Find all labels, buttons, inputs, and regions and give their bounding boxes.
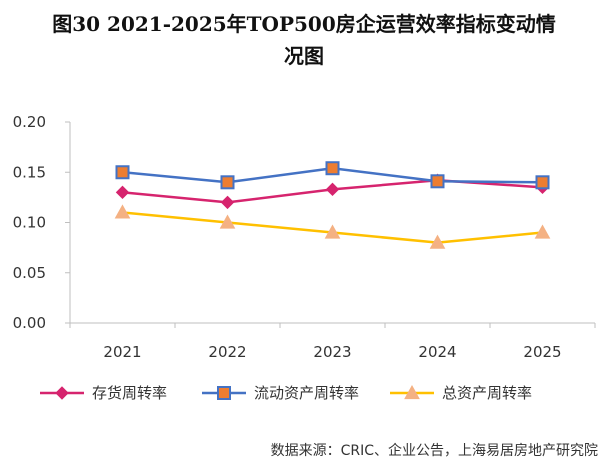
legend-label-1: 存货周转率 [92, 384, 167, 402]
y-tick-label: 0.15 [13, 163, 46, 181]
data-point-series-2 [325, 161, 340, 176]
y-tick-label: 0.00 [13, 314, 46, 332]
data-point-series-2 [220, 175, 235, 190]
data-source-note: 数据来源：CRIC、企业公告，上海易居房地产研究院 [270, 443, 598, 459]
x-tick-label: 2024 [418, 343, 456, 361]
y-tick-label: 0.05 [13, 264, 46, 282]
x-tick-label: 2025 [523, 343, 561, 361]
data-point-series-2 [430, 174, 445, 189]
legend-marker-3 [404, 384, 420, 400]
x-tick-label: 2021 [103, 343, 141, 361]
legend-label-2: 流动资产周转率 [254, 384, 359, 402]
data-point-series-2 [115, 165, 130, 180]
chart-title: 图30 2021-2025年TOP500房企运营效率指标变动情 况图 [0, 8, 608, 72]
data-point-series-2 [535, 175, 550, 190]
y-tick-label: 0.10 [13, 214, 46, 232]
data-point-series-1 [115, 185, 130, 200]
legend-label-3: 总资产周转率 [442, 384, 532, 402]
legend-marker-2 [217, 386, 231, 400]
data-point-series-3 [219, 214, 236, 229]
y-tick-label: 0.20 [13, 113, 46, 131]
data-point-series-3 [429, 234, 446, 249]
x-tick-label: 2023 [313, 343, 351, 361]
chart-title-line-1: 图30 2021-2025年TOP500房企运营效率指标变动情 [52, 12, 556, 36]
data-point-series-3 [324, 224, 341, 239]
data-point-series-3 [114, 204, 131, 219]
data-point-series-1 [220, 195, 235, 210]
x-tick-label: 2022 [208, 343, 246, 361]
chart-title-line-2: 况图 [284, 44, 324, 68]
data-point-series-3 [534, 224, 551, 239]
legend-marker-1 [55, 386, 69, 400]
data-point-series-1 [325, 182, 340, 197]
